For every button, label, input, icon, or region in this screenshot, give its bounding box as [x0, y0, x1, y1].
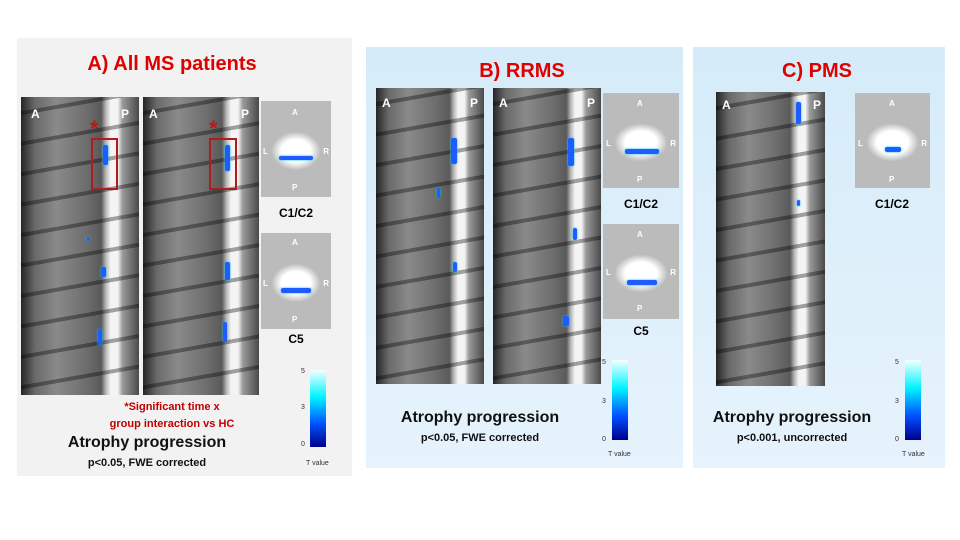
label-anterior: A: [382, 96, 391, 110]
label-right: R: [921, 139, 927, 148]
label-left: L: [858, 139, 863, 148]
colorbar-tick: 0: [602, 436, 606, 443]
axial-mri-b-c5: A L R P: [603, 224, 679, 319]
label-posterior: P: [120, 107, 129, 121]
sagittal-mri-a2: A P: [143, 97, 259, 395]
colorbar-tick: 5: [895, 359, 899, 366]
colorbar-tick: 5: [301, 368, 305, 375]
label-anterior: A: [149, 107, 158, 121]
panel-b-title: B) RRMS: [479, 60, 565, 82]
label-anterior: A: [292, 108, 298, 117]
atrophy-cluster: [279, 156, 313, 160]
level-label: C5: [633, 324, 649, 338]
colorbar-tick: 3: [602, 398, 606, 405]
atrophy-cluster: [101, 267, 106, 277]
axial-mri-a-c1c2: A L R P: [261, 101, 331, 197]
atrophy-cluster: [103, 145, 108, 165]
colorbar-tick: 3: [301, 404, 305, 411]
sagittal-mri-c: A P: [716, 92, 825, 386]
label-posterior: P: [240, 107, 249, 121]
highlight-box: [91, 138, 118, 190]
axial-mri-c-c1c2: A L R P: [855, 93, 930, 188]
label-posterior: P: [469, 96, 478, 110]
label-anterior: A: [637, 99, 643, 108]
level-label: C1/C2: [874, 197, 910, 211]
label-anterior: A: [722, 98, 731, 112]
label-right: R: [323, 279, 329, 288]
atrophy-cluster: [223, 322, 227, 342]
atrophy-cluster: [568, 138, 574, 166]
highlight-box: [209, 138, 237, 190]
panel-b-heading: Atrophy progression: [400, 409, 560, 426]
atrophy-cluster: [451, 138, 457, 164]
label-posterior: P: [637, 304, 643, 313]
panel-a-heading: Atrophy progression: [67, 434, 227, 451]
colorbar-label: T value: [306, 460, 329, 467]
label-left: L: [263, 279, 268, 288]
colorbar-b: [612, 360, 628, 440]
label-anterior: A: [292, 238, 298, 247]
label-left: L: [606, 268, 611, 277]
sagittal-mri-a1: A P: [21, 97, 139, 395]
label-right: R: [670, 139, 676, 148]
significance-asterisk: *: [90, 116, 99, 141]
colorbar-c: [905, 360, 921, 440]
label-posterior: P: [292, 183, 298, 192]
panel-c-heading: Atrophy progression: [712, 409, 872, 426]
axial-mri-a-c5: A L R P: [261, 233, 331, 329]
colorbar-label: T value: [608, 451, 631, 458]
label-left: L: [606, 139, 611, 148]
significance-asterisk: *: [209, 116, 218, 141]
atrophy-cluster: [281, 288, 311, 293]
level-label: C5: [288, 332, 304, 346]
panel-b-stats: p<0.05, FWE corrected: [420, 432, 540, 444]
significance-note: *Significant time x group interaction vs …: [109, 401, 235, 430]
atrophy-cluster: [87, 237, 90, 241]
colorbar-tick: 0: [301, 441, 305, 448]
atrophy-cluster: [627, 280, 657, 285]
colorbar-tick: 0: [895, 436, 899, 443]
panel-c-title: C) PMS: [782, 60, 852, 82]
axial-mri-b-c1c2: A L R P: [603, 93, 679, 188]
label-posterior: P: [292, 315, 298, 324]
label-anterior: A: [499, 96, 508, 110]
atrophy-cluster: [98, 329, 102, 345]
atrophy-cluster: [625, 149, 659, 154]
level-label: C1/C2: [278, 206, 314, 220]
label-posterior: P: [889, 175, 895, 184]
colorbar-label: T value: [902, 451, 925, 458]
label-posterior: P: [637, 175, 643, 184]
sagittal-mri-b2: A P: [493, 88, 601, 384]
label-left: L: [263, 147, 268, 156]
label-anterior: A: [637, 230, 643, 239]
atrophy-cluster: [563, 316, 569, 326]
panel-a-title: A) All MS patients: [87, 53, 257, 75]
label-posterior: P: [586, 96, 595, 110]
label-right: R: [323, 147, 329, 156]
atrophy-cluster: [885, 147, 901, 152]
label-posterior: P: [812, 98, 821, 112]
panel-a-stats: p<0.05, FWE corrected: [87, 457, 207, 469]
label-anterior: A: [31, 107, 40, 121]
panel-c-stats: p<0.001, uncorrected: [736, 432, 848, 444]
colorbar-a: [310, 370, 326, 447]
colorbar-tick: 5: [602, 359, 606, 366]
label-right: R: [670, 268, 676, 277]
atrophy-cluster: [796, 102, 801, 124]
atrophy-cluster: [225, 262, 230, 280]
atrophy-cluster: [453, 262, 457, 272]
atrophy-cluster: [797, 200, 800, 206]
colorbar-tick: 3: [895, 398, 899, 405]
atrophy-cluster: [573, 228, 577, 240]
level-label: C1/C2: [623, 197, 659, 211]
sagittal-mri-b1: A P: [376, 88, 484, 384]
atrophy-cluster: [225, 145, 230, 171]
atrophy-cluster: [437, 188, 440, 198]
label-anterior: A: [889, 99, 895, 108]
